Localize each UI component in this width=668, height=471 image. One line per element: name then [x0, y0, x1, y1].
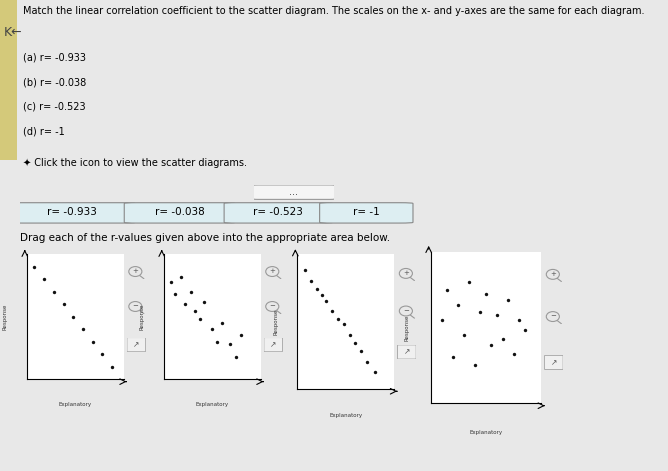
Text: (d) r= -1: (d) r= -1: [23, 126, 65, 136]
Point: [317, 291, 328, 299]
Text: ↗: ↗: [133, 340, 140, 349]
Point: [486, 341, 497, 349]
Point: [49, 288, 59, 296]
Text: ...: ...: [289, 187, 299, 197]
Text: K←: K←: [4, 26, 23, 40]
Point: [311, 285, 322, 293]
Point: [339, 320, 349, 328]
Text: (a) r= -0.933: (a) r= -0.933: [23, 53, 86, 63]
Point: [361, 358, 372, 365]
Point: [236, 332, 246, 339]
Point: [58, 300, 69, 308]
Point: [437, 316, 448, 324]
Point: [176, 273, 186, 281]
Point: [39, 276, 49, 283]
Point: [189, 307, 200, 314]
Point: [356, 347, 367, 355]
Point: [459, 331, 470, 339]
Point: [344, 331, 355, 339]
Point: [97, 350, 108, 358]
Point: [321, 298, 331, 305]
Point: [300, 267, 311, 274]
Text: −: −: [269, 303, 275, 309]
Point: [166, 278, 177, 285]
Point: [333, 315, 343, 323]
Text: +: +: [403, 270, 409, 276]
Text: Response: Response: [3, 304, 8, 330]
Point: [224, 341, 235, 348]
Point: [475, 309, 486, 316]
Point: [503, 296, 514, 304]
Point: [497, 336, 508, 343]
Text: Match the linear correlation coefficient to the scatter diagram. The scales on t: Match the linear correlation coefficient…: [23, 6, 645, 16]
Point: [77, 325, 88, 333]
Text: (b) r= -0.038: (b) r= -0.038: [23, 77, 86, 87]
Text: ↗: ↗: [270, 340, 277, 349]
Text: r= -0.933: r= -0.933: [47, 207, 97, 218]
FancyBboxPatch shape: [124, 203, 235, 223]
Text: Explanatory: Explanatory: [470, 430, 502, 435]
Point: [470, 361, 480, 369]
Text: ↗: ↗: [550, 358, 557, 367]
Point: [519, 326, 530, 334]
FancyBboxPatch shape: [224, 203, 333, 223]
Text: Response: Response: [273, 309, 279, 334]
Point: [88, 338, 98, 346]
Text: Explanatory: Explanatory: [196, 402, 228, 406]
FancyBboxPatch shape: [397, 345, 416, 359]
Point: [216, 319, 227, 327]
Text: +: +: [132, 268, 138, 274]
Text: −: −: [403, 308, 409, 314]
Text: ↗: ↗: [403, 348, 410, 357]
Point: [508, 351, 519, 358]
FancyBboxPatch shape: [251, 185, 337, 199]
Text: r= -0.523: r= -0.523: [253, 207, 303, 218]
Text: Explanatory: Explanatory: [329, 413, 362, 418]
Point: [442, 286, 453, 293]
Text: ✦ Click the icon to view the scatter diagrams.: ✦ Click the icon to view the scatter dia…: [23, 158, 247, 168]
Point: [207, 325, 218, 333]
Text: +: +: [269, 268, 275, 274]
Text: r= -1: r= -1: [353, 207, 379, 218]
Point: [492, 311, 502, 319]
Point: [68, 313, 79, 320]
Text: Response: Response: [140, 304, 145, 330]
FancyBboxPatch shape: [544, 356, 563, 370]
Point: [514, 316, 524, 324]
Point: [170, 291, 180, 298]
Text: r= -0.038: r= -0.038: [155, 207, 204, 218]
Bar: [0, 0, 17, 160]
Point: [107, 363, 118, 370]
Text: −: −: [132, 303, 138, 309]
Text: Drag each of the r-values given above into the appropriate area below.: Drag each of the r-values given above in…: [20, 233, 390, 243]
FancyBboxPatch shape: [127, 338, 146, 352]
FancyBboxPatch shape: [9, 203, 135, 223]
Point: [464, 278, 475, 286]
Text: −: −: [550, 313, 556, 319]
Point: [180, 300, 190, 308]
Text: +: +: [550, 271, 556, 277]
Point: [195, 316, 206, 323]
Point: [448, 354, 458, 361]
Point: [186, 288, 196, 296]
Point: [453, 301, 464, 309]
FancyBboxPatch shape: [264, 338, 283, 352]
Point: [305, 277, 316, 285]
Point: [199, 298, 210, 306]
Text: (c) r= -0.523: (c) r= -0.523: [23, 102, 86, 112]
Point: [212, 338, 222, 346]
Point: [327, 307, 337, 315]
Point: [481, 291, 492, 298]
Text: Response: Response: [404, 314, 409, 341]
Point: [350, 339, 361, 347]
Text: Explanatory: Explanatory: [59, 402, 92, 406]
Point: [29, 263, 40, 270]
Point: [231, 353, 242, 360]
FancyBboxPatch shape: [319, 203, 413, 223]
Point: [369, 369, 380, 376]
